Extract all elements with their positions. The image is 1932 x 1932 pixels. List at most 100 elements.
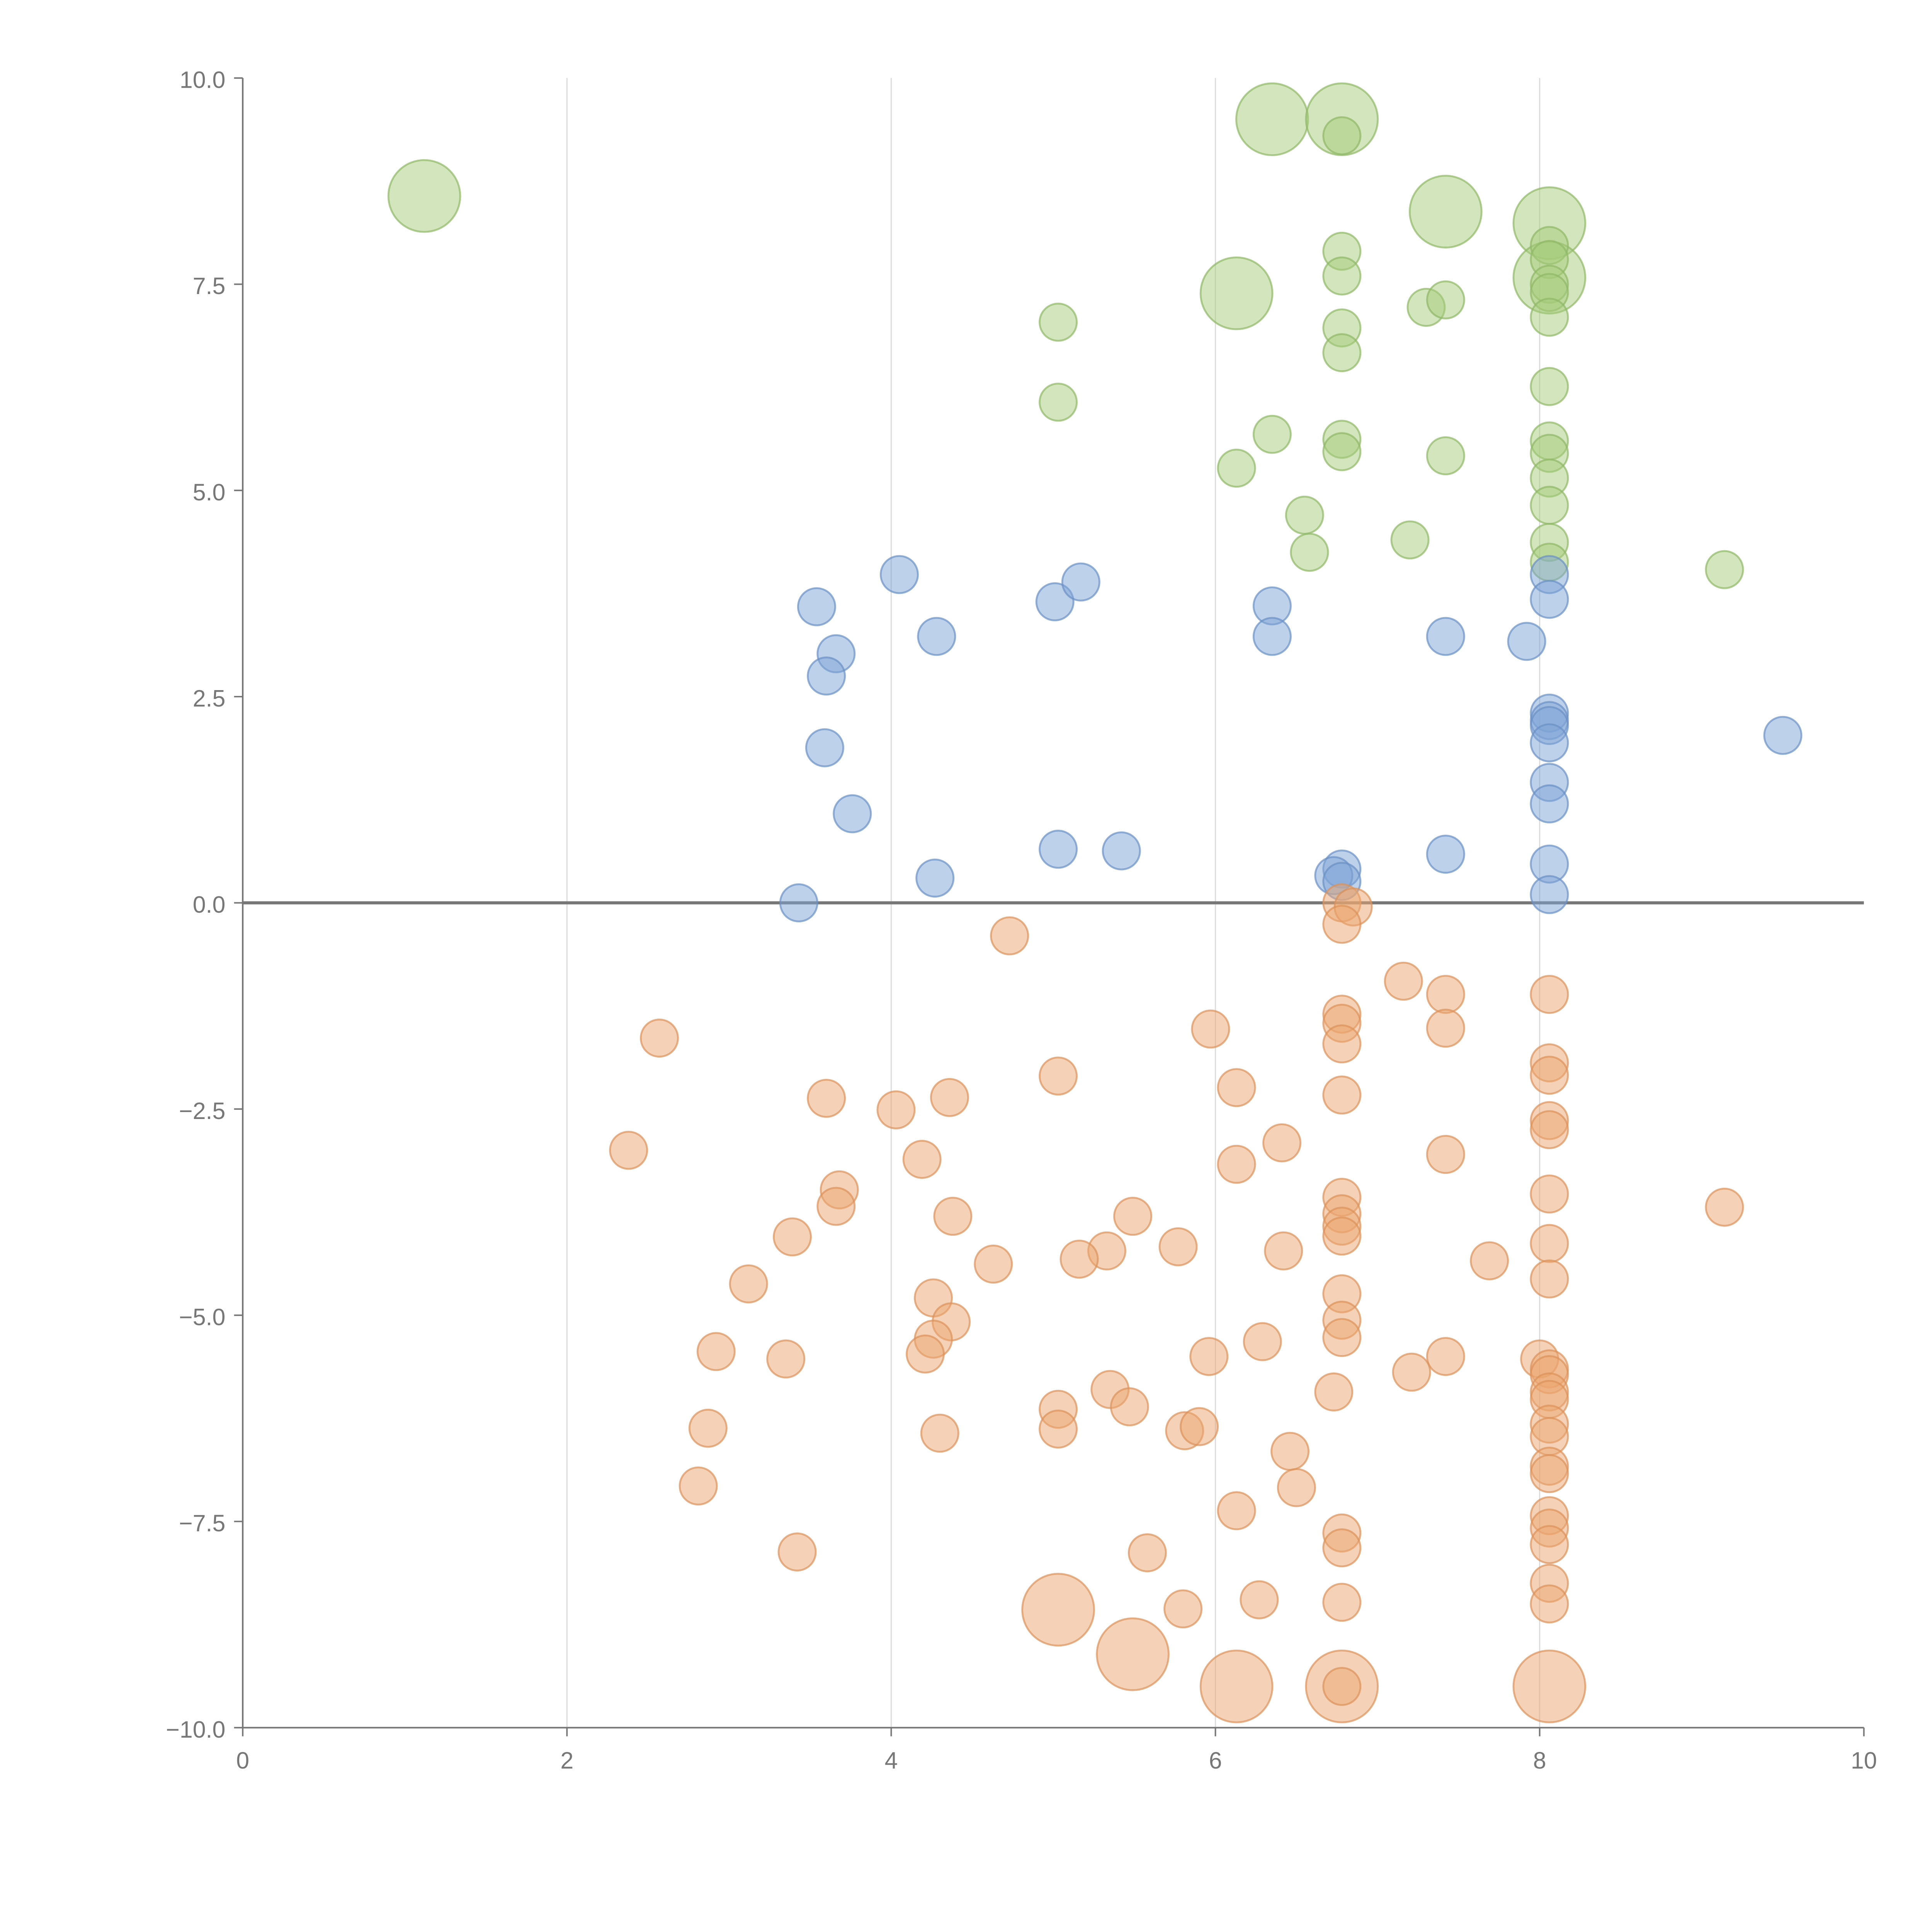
data-point-low [777, 1532, 817, 1571]
data-point-mid [917, 617, 956, 656]
data-point-low [1199, 1650, 1274, 1723]
data-point-mid [1039, 830, 1078, 869]
data-point-low [1530, 1584, 1569, 1624]
series-high [387, 82, 1744, 589]
data-point-high [1217, 449, 1256, 488]
data-point-low [1426, 1009, 1465, 1048]
y-tick-label: 10.0 [180, 67, 225, 93]
data-point-mid [1530, 784, 1569, 823]
series-mid [779, 555, 1803, 923]
data-point-low [1530, 1174, 1569, 1214]
data-point-high [1705, 550, 1744, 589]
data-point-low [902, 1139, 942, 1179]
data-point-low [688, 1408, 728, 1448]
x-tick-label: 10 [1851, 1747, 1877, 1774]
data-point-low [696, 1332, 736, 1371]
data-point-high [1235, 82, 1309, 156]
data-point-low [1426, 975, 1465, 1014]
data-point-low [1128, 1533, 1167, 1573]
data-point-low [1110, 1387, 1149, 1427]
data-point-mid [879, 555, 919, 594]
data-point-low [876, 1090, 916, 1129]
data-point-low [1189, 1337, 1229, 1376]
y-tick-label: 2.5 [193, 685, 226, 712]
data-point-mid [1252, 617, 1292, 656]
x-tick-label: 8 [1533, 1747, 1546, 1774]
data-point-high [1252, 415, 1292, 454]
data-point-high [1530, 486, 1569, 525]
data-point-mid [805, 728, 844, 767]
data-point-low [1262, 1123, 1302, 1163]
data-point-low [1217, 1491, 1256, 1531]
y-tick-label: 5.0 [193, 479, 226, 505]
data-point-mid [1530, 723, 1569, 762]
data-point-low [933, 1197, 973, 1236]
data-point-low [1322, 1024, 1362, 1064]
data-point-mid [779, 883, 818, 923]
data-point-mid [1507, 622, 1546, 661]
y-tick-label: −5.0 [179, 1304, 225, 1330]
data-point-high [1322, 333, 1362, 372]
x-tick-label: 2 [560, 1747, 573, 1774]
data-point-mid [1426, 835, 1465, 874]
data-point-low [1270, 1432, 1310, 1471]
data-point-low [1322, 1075, 1362, 1115]
data-point-low [1217, 1145, 1256, 1184]
x-tick-label: 6 [1209, 1747, 1222, 1774]
data-point-low [773, 1217, 812, 1257]
x-tick-label: 4 [884, 1747, 898, 1774]
data-point-low [1096, 1617, 1170, 1691]
data-point-mid [1530, 580, 1569, 619]
data-point-mid [1530, 875, 1569, 914]
data-point-low [1217, 1068, 1256, 1107]
data-point-low [1470, 1241, 1509, 1281]
data-points [387, 82, 1803, 1723]
series-low [609, 883, 1744, 1723]
data-point-mid [1035, 582, 1075, 621]
data-point-low [1512, 1650, 1587, 1723]
data-point-mid [915, 859, 955, 898]
data-point-high [1039, 383, 1078, 422]
data-point-high [1285, 495, 1324, 535]
data-point-low [1322, 1318, 1362, 1357]
data-point-low [930, 1078, 969, 1117]
data-point-low [906, 1334, 945, 1374]
data-point-high [1408, 175, 1483, 249]
data-point-mid [1763, 716, 1803, 755]
data-point-high [1322, 116, 1362, 155]
data-point-mid [1061, 562, 1100, 602]
data-point-low [1392, 1352, 1431, 1392]
data-point-high [1290, 532, 1329, 572]
data-point-low [1158, 1227, 1198, 1267]
data-point-low [766, 1339, 806, 1379]
data-point-high [1530, 298, 1569, 337]
data-point-high [1322, 432, 1362, 471]
data-point-high [1426, 436, 1465, 476]
data-point-low [1039, 1056, 1078, 1096]
data-point-high [1199, 256, 1274, 330]
data-point-low [1021, 1573, 1095, 1647]
data-point-low [1039, 1409, 1078, 1449]
data-point-low [1530, 1259, 1569, 1299]
y-tick-label: 7.5 [193, 273, 226, 299]
y-tick-label: 0.0 [193, 891, 226, 918]
data-point-low [679, 1466, 718, 1506]
data-point-low [1322, 1583, 1362, 1622]
y-tick-label: −2.5 [179, 1098, 225, 1124]
data-point-low [807, 1078, 846, 1118]
data-point-low [974, 1245, 1013, 1284]
data-point-low [1322, 1667, 1362, 1706]
data-point-low [1322, 905, 1362, 944]
data-point-mid [807, 656, 846, 696]
data-point-mid [1102, 831, 1141, 871]
data-point-low [1322, 1528, 1362, 1568]
data-point-low [1530, 1056, 1569, 1095]
data-point-mid [833, 794, 872, 833]
data-point-low [1163, 1589, 1203, 1629]
y-tick-label: −7.5 [179, 1510, 225, 1536]
y-tick-label: −10.0 [166, 1716, 225, 1743]
x-tick-label: 0 [236, 1747, 249, 1774]
data-point-low [1384, 961, 1423, 1001]
data-point-high [1322, 256, 1362, 296]
